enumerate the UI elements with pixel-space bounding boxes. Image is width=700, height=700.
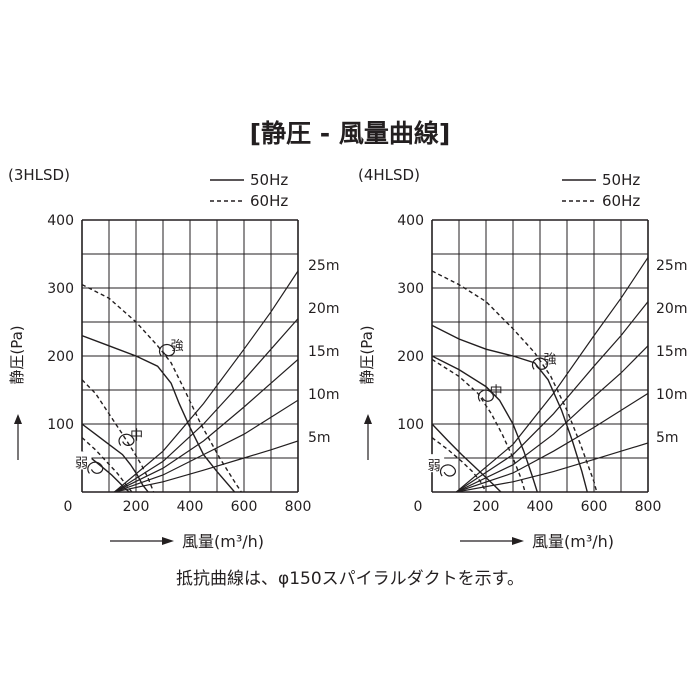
legend-label-50Hz: 50Hz [602, 171, 640, 189]
speed-label-強: 強 [544, 352, 557, 367]
x-axis-arrowhead [162, 537, 174, 545]
legend-label-50Hz: 50Hz [250, 171, 288, 189]
resistance-label-20m: 20m [308, 301, 339, 317]
chart-3hlsd: (3HLSD) 50Hz 60Hz 0 200 400 600 800 100 200 300 400… [8, 166, 339, 551]
resistance-curve-10m [456, 392, 648, 492]
resistance-label-10m: 10m [656, 387, 687, 403]
y-axis-arrowhead [14, 414, 22, 424]
fan-curve-弱-60Hz [82, 437, 133, 492]
x-tick-label: 800 [635, 499, 662, 515]
y-tick-label: 200 [397, 349, 424, 365]
x-axis-label: 風量(m³/h) [182, 532, 264, 551]
x-axis-label: 風量(m³/h) [532, 532, 614, 551]
x-tick-label: 200 [123, 499, 150, 515]
resistance-curve-10m [114, 399, 298, 492]
fan-curve-弱-50Hz [432, 423, 502, 492]
x-tick-label: 400 [527, 499, 554, 515]
y-tick-label: 200 [47, 349, 74, 365]
resistance-curve-5m [456, 442, 648, 492]
speed-loop-mark [118, 433, 135, 446]
speed-label-弱: 弱 [75, 456, 88, 471]
resistance-label-5m: 5m [656, 430, 679, 446]
chart-4hlsd: (4HLSD) 50Hz 60Hz 0 200 400 600 800 100 200 300 400… [358, 166, 687, 551]
legend-label-60Hz: 60Hz [250, 192, 288, 210]
fan-curve-強-50Hz [82, 334, 236, 492]
fan-curve-弱-50Hz [82, 450, 130, 492]
footnote: 抵抗曲線は、φ150スパイラルダクトを示す。 [176, 569, 524, 589]
resistance-label-5m: 5m [308, 430, 331, 446]
x-tick-label: 400 [177, 499, 204, 515]
resistance-label-25m: 25m [656, 258, 687, 274]
resistance-label-15m: 15m [308, 344, 339, 360]
x-tick-label: 600 [231, 499, 258, 515]
speed-loop-mark [532, 357, 548, 370]
model-label: (4HLSD) [358, 166, 420, 184]
y-tick-label: 100 [47, 417, 74, 433]
resistance-label-25m: 25m [308, 258, 339, 274]
speed-label-bg [424, 454, 445, 473]
speed-loop-mark [159, 343, 175, 357]
fan-curve-中-60Hz [82, 379, 155, 492]
fan-curve-強-50Hz [432, 324, 588, 492]
resistance-label-10m: 10m [308, 387, 339, 403]
x-tick-label: 600 [581, 499, 608, 515]
y-tick-label: 300 [47, 281, 74, 297]
resistance-curve-15m [114, 358, 298, 492]
resistance-curve-25m [455, 257, 648, 492]
resistance-curve-20m [114, 318, 298, 492]
resistance-curve-20m [455, 301, 648, 492]
y-tick-label: 300 [397, 281, 424, 297]
y-axis-label: 静圧(Pa) [358, 325, 376, 384]
resistance-curve-15m [456, 345, 648, 492]
y-tick-label: 400 [47, 213, 74, 229]
speed-label-中: 中 [130, 429, 143, 444]
speed-loop-mark [440, 464, 456, 477]
speed-label-bg [71, 451, 92, 470]
fan-curve-中-50Hz [432, 355, 538, 492]
fan-curve-中-60Hz [432, 358, 526, 492]
speed-label-弱: 弱 [428, 459, 441, 474]
y-axis-label: 静圧(Pa) [8, 325, 26, 384]
speed-label-中: 中 [490, 384, 503, 399]
resistance-label-15m: 15m [656, 344, 687, 360]
speed-label-強: 強 [171, 339, 184, 354]
x-tick-label: 200 [473, 499, 500, 515]
model-label: (3HLSD) [8, 166, 70, 184]
x-tick-label: 0 [64, 499, 73, 515]
speed-loop-mark [87, 461, 104, 474]
y-tick-label: 400 [397, 213, 424, 229]
y-axis-arrowhead [364, 414, 372, 424]
legend-label-60Hz: 60Hz [602, 192, 640, 210]
resistance-label-20m: 20m [656, 301, 687, 317]
fan-curve-弱-60Hz [432, 437, 487, 492]
x-tick-label: 800 [285, 499, 312, 515]
fan-curve-強-60Hz [432, 270, 598, 492]
speed-loop-mark [478, 389, 494, 402]
resistance-curve-25m [114, 270, 298, 492]
x-tick-label: 0 [414, 499, 423, 515]
x-axis-arrowhead [512, 537, 524, 545]
figure-title: [静圧 - 風量曲線] [250, 119, 451, 148]
fan-curve-強-60Hz [82, 283, 242, 492]
fan-curve-中-50Hz [82, 423, 149, 492]
y-tick-label: 100 [397, 417, 424, 433]
